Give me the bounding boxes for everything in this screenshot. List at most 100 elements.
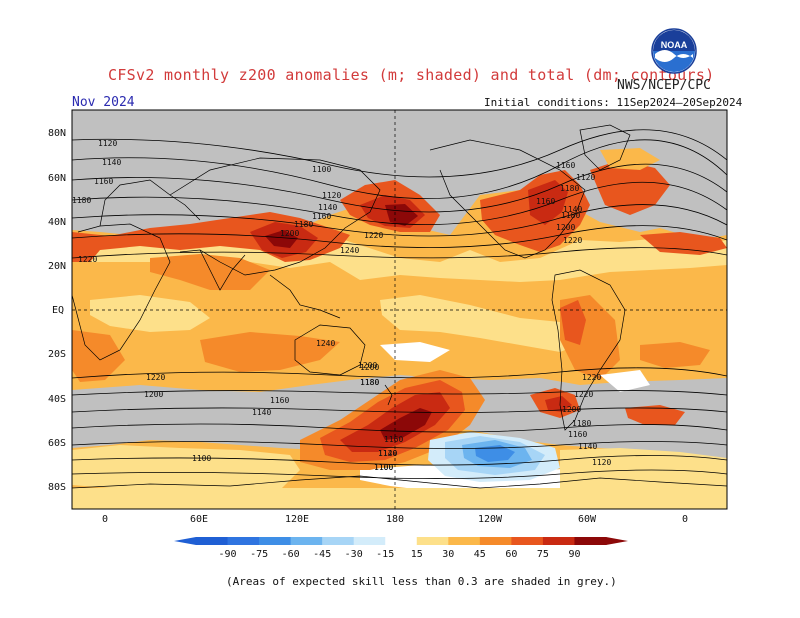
forecast-month: Nov 2024 — [72, 95, 135, 110]
lat-label: 60N — [48, 173, 66, 184]
shade-p45-asia — [150, 254, 270, 290]
contour-label: 1140 — [378, 449, 397, 458]
australia-coast — [294, 324, 366, 376]
shade-p15-indian — [90, 295, 210, 332]
shade-p15-tropics — [380, 295, 590, 352]
shade-p15-antarctic — [72, 445, 300, 495]
seasia-coast — [269, 274, 341, 319]
india-coast — [199, 249, 246, 291]
lon-label: 0 — [102, 514, 108, 525]
map-frame — [71, 109, 728, 510]
lon-axis: 0 60E 120E 180 120W 60W 0 — [102, 514, 688, 525]
antarctica-coast — [72, 475, 727, 489]
agency-label: NWS/NCEP/CPC — [617, 78, 711, 93]
contour-label: 1180 — [561, 211, 580, 220]
shade-p90-npac — [385, 204, 418, 226]
footnote: (Areas of expected skill less than 0.3 a… — [226, 575, 617, 588]
contour-labels: 1120 1140 1160 1180 1100 1120 1140 1160 … — [72, 139, 611, 472]
shade-p60-eatl — [640, 232, 727, 255]
contour-label: 1220 — [574, 390, 593, 399]
contour-label: 1100 — [312, 165, 331, 174]
shade-p60-peru — [560, 300, 586, 345]
contour-label: 1120 — [576, 173, 595, 182]
lat-label: 20S — [48, 349, 66, 360]
contour-s4 — [72, 423, 727, 433]
contour-s6 — [72, 455, 727, 466]
contour-label: 1160 — [384, 435, 403, 444]
contour-label: 1220 — [364, 231, 383, 240]
lat-label: EQ — [52, 305, 64, 316]
shade-white-satl — [600, 370, 650, 392]
shade-p45-satl — [640, 342, 710, 368]
contour-label: 1180 — [72, 196, 91, 205]
lat-label: 40N — [48, 217, 66, 228]
shade-p60-westafrica — [72, 236, 100, 262]
contour-label: 1160 — [568, 430, 587, 439]
noaa-logo-icon: NOAA — [651, 28, 697, 74]
contour-s1 — [72, 367, 727, 379]
contour-label: 1140 — [318, 203, 337, 212]
contour-label: 1160 — [556, 161, 575, 170]
noaa-logo-text: NOAA — [661, 40, 688, 50]
contour-label: 1200 — [360, 363, 379, 372]
shade-grey-arctic — [72, 110, 727, 240]
contour-label: 1220 — [582, 373, 601, 382]
europe-coast — [99, 179, 201, 227]
coastlines — [72, 124, 727, 489]
contour-label: 1120 — [98, 139, 117, 148]
contour-label: 1180 — [294, 220, 313, 229]
height-contours — [72, 129, 727, 479]
shade-p60-sio — [625, 405, 685, 425]
contour-label: 1140 — [102, 158, 121, 167]
contour-n6 — [72, 225, 727, 248]
contour-label: 1100 — [374, 463, 393, 472]
contour-label: 1140 — [252, 408, 271, 417]
contour-label: 1120 — [378, 449, 397, 458]
shade-p60-natl — [590, 160, 670, 215]
shade-p90-asia — [265, 230, 298, 248]
contour-label: 1160 — [536, 197, 555, 206]
namerica-coast — [429, 139, 586, 259]
contour-n2 — [72, 139, 727, 199]
asia-coast — [169, 157, 381, 276]
contour-label: 1180 — [572, 419, 591, 428]
contour-label: 1160 — [270, 396, 289, 405]
lon-label: 120W — [478, 514, 503, 525]
contour-n1 — [72, 129, 727, 178]
lat-label: 40S — [48, 394, 66, 405]
contour-label: 1120 — [592, 458, 611, 467]
contour-label: 1220 — [78, 255, 97, 264]
contour-label: 1180 — [560, 184, 579, 193]
contour-label: 1240 — [340, 246, 359, 255]
map-plot-area: 1120 1140 1160 1180 1100 1120 1140 1160 … — [72, 110, 727, 509]
lon-label: 120E — [285, 514, 309, 525]
lat-label: 20N — [48, 261, 66, 272]
contour-label: 1100 — [192, 454, 211, 463]
shade-antarctica-base — [72, 488, 727, 509]
contour-n4 — [72, 181, 727, 226]
contour-label: 1120 — [322, 191, 341, 200]
chart-title: CFSv2 monthly z200 anomalies (m; shaded)… — [108, 66, 715, 84]
lat-label: 60S — [48, 438, 66, 449]
lon-label: 180 — [386, 514, 404, 525]
contour-n3 — [72, 163, 727, 213]
initial-conditions: Initial conditions: 11Sep2024–20Sep2024 — [484, 96, 743, 109]
shade-white-spac — [380, 342, 450, 362]
lat-label: 80S — [48, 482, 66, 493]
contour-label: 1240 — [316, 339, 335, 348]
contour-label: 1180 — [360, 378, 379, 387]
shade-p75-satl-red — [545, 396, 572, 412]
contour-s3 — [72, 407, 727, 413]
africa-coast — [72, 223, 171, 361]
lon-label: 0 — [682, 514, 688, 525]
contour-label: 1140 — [563, 205, 582, 214]
shade-p45-indian — [200, 332, 340, 372]
shade-grey-siberia — [200, 160, 370, 212]
contour-label: 1220 — [146, 373, 165, 382]
lat-axis: 80N 60N 40N 20N EQ 20S 40S 60S 80S — [48, 128, 66, 493]
shade-p75-namerica — [528, 180, 568, 225]
lon-label: 60E — [190, 514, 208, 525]
shade-p90-swpac — [380, 408, 432, 440]
samerica-coast — [551, 269, 626, 431]
contour-s7 — [72, 469, 727, 479]
